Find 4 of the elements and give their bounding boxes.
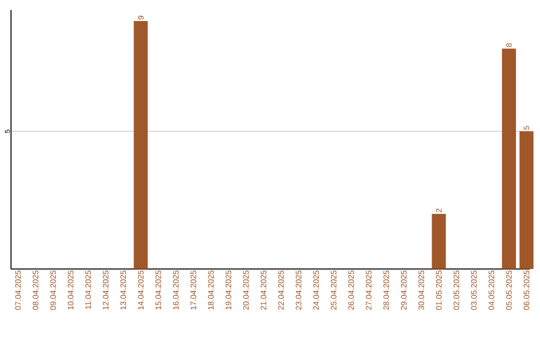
bar [134, 21, 148, 269]
bar [520, 131, 534, 269]
bar [502, 48, 516, 269]
bar [432, 214, 446, 269]
